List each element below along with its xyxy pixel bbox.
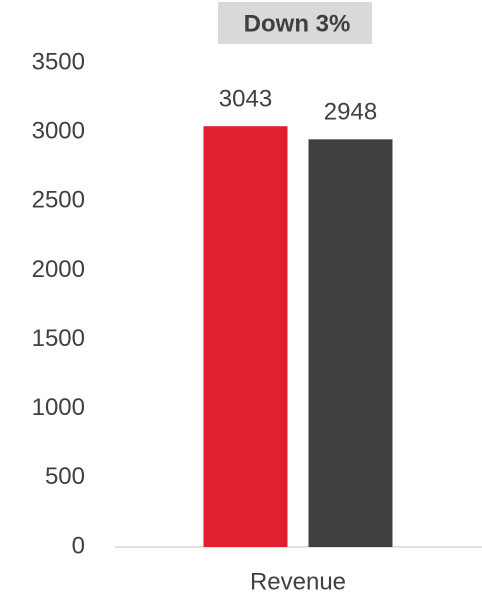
bar (308, 139, 393, 547)
bar (203, 126, 288, 548)
y-tick-label: 0 (72, 532, 85, 559)
y-tick-label: 3000 (32, 117, 85, 144)
annotation: Down 3% (244, 10, 351, 37)
x-tick-label: Revenue (250, 568, 346, 595)
y-tick-label: 2500 (32, 187, 85, 214)
y-tick-label: 500 (45, 463, 85, 490)
y-tick-label: 1000 (32, 394, 85, 421)
y-tick-label: 3500 (32, 48, 85, 75)
y-tick-label: 2000 (32, 256, 85, 283)
data-label: 3043 (219, 86, 272, 113)
data-label: 2948 (324, 99, 377, 126)
y-tick-label: 1500 (32, 325, 85, 352)
annotation-box (218, 2, 372, 44)
